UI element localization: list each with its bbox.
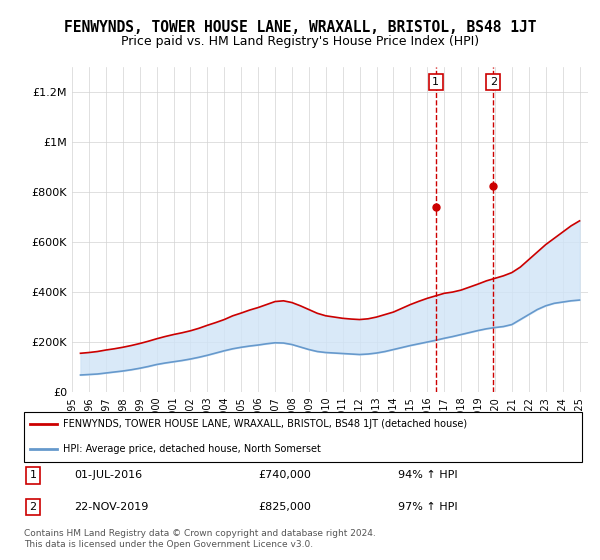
- Text: HPI: Average price, detached house, North Somerset: HPI: Average price, detached house, Nort…: [63, 445, 321, 454]
- Text: FENWYNDS, TOWER HOUSE LANE, WRAXALL, BRISTOL, BS48 1JT (detached house): FENWYNDS, TOWER HOUSE LANE, WRAXALL, BRI…: [63, 419, 467, 429]
- Text: 22-NOV-2019: 22-NOV-2019: [74, 502, 149, 512]
- Text: £825,000: £825,000: [259, 502, 311, 512]
- Text: 97% ↑ HPI: 97% ↑ HPI: [398, 502, 457, 512]
- Text: 01-JUL-2016: 01-JUL-2016: [74, 470, 142, 480]
- Text: £740,000: £740,000: [259, 470, 311, 480]
- Text: 1: 1: [29, 470, 37, 480]
- Text: Price paid vs. HM Land Registry's House Price Index (HPI): Price paid vs. HM Land Registry's House …: [121, 35, 479, 48]
- Text: Contains HM Land Registry data © Crown copyright and database right 2024.
This d: Contains HM Land Registry data © Crown c…: [24, 529, 376, 549]
- Text: 1: 1: [432, 77, 439, 87]
- FancyBboxPatch shape: [24, 412, 582, 462]
- Text: 2: 2: [29, 502, 37, 512]
- Text: 94% ↑ HPI: 94% ↑ HPI: [398, 470, 457, 480]
- Text: FENWYNDS, TOWER HOUSE LANE, WRAXALL, BRISTOL, BS48 1JT: FENWYNDS, TOWER HOUSE LANE, WRAXALL, BRI…: [64, 20, 536, 35]
- Text: 2: 2: [490, 77, 497, 87]
